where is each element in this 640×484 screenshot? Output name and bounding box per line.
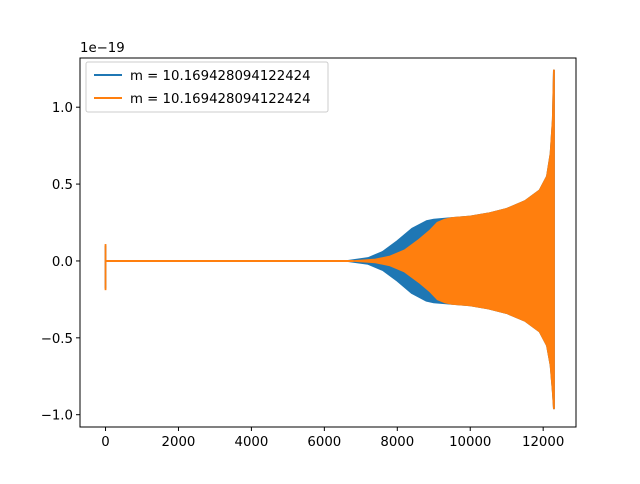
x-tick-label: 0 xyxy=(101,435,109,450)
legend: m = 10.169428094122424 m = 10.1694280941… xyxy=(85,61,329,113)
axes-border xyxy=(79,57,577,428)
y-tick-label: 0.0 xyxy=(52,255,73,270)
y-tick-label: 1.0 xyxy=(52,101,73,116)
x-axis: 0 2000 4000 6000 8000 10000 12000 xyxy=(101,427,564,450)
x-tick-label: 10000 xyxy=(449,435,491,450)
legend-label-series-1: m = 10.169428094122424 xyxy=(130,69,311,84)
y-tick-label: −1.0 xyxy=(41,409,73,424)
legend-label-series-2: m = 10.169428094122424 xyxy=(130,92,311,107)
x-tick-label: 6000 xyxy=(307,435,341,450)
x-tick-label: 2000 xyxy=(162,435,196,450)
y-tick-label: −0.5 xyxy=(41,332,73,347)
series-2 xyxy=(104,69,555,410)
legend-box xyxy=(85,61,329,113)
x-tick-label: 8000 xyxy=(380,435,414,450)
axes-frame xyxy=(79,57,577,428)
series-layer xyxy=(104,69,555,410)
x-tick-label: 4000 xyxy=(234,435,268,450)
y-offset-text: 1e−19 xyxy=(80,41,125,56)
y-tick-label: 0.5 xyxy=(52,178,73,193)
y-axis: −1.0 −0.5 0.0 0.5 1.0 xyxy=(41,101,80,424)
series-2-oscillation-band xyxy=(104,69,555,410)
x-tick-label: 12000 xyxy=(522,435,564,450)
